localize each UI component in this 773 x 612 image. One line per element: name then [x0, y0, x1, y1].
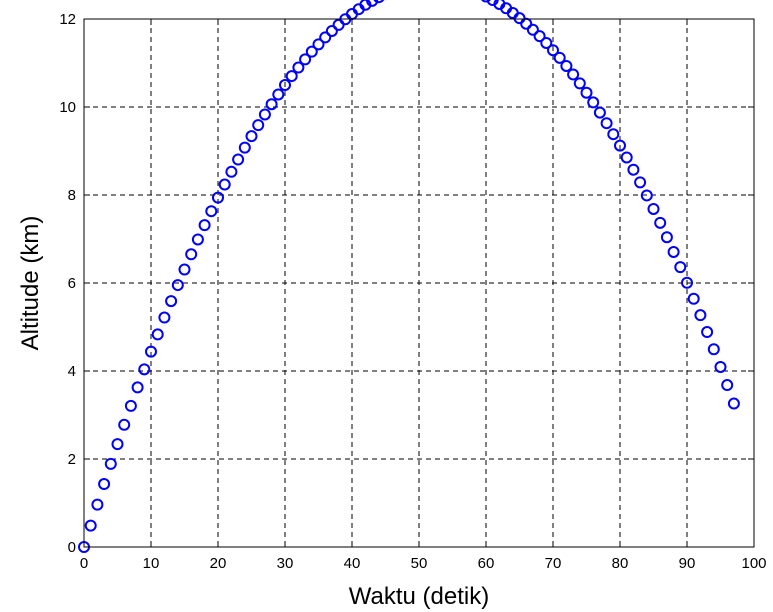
data-point: [252, 119, 265, 132]
y-tick-label: 0: [68, 539, 76, 556]
data-points: [78, 0, 740, 553]
data-point: [707, 343, 720, 356]
data-point: [727, 397, 740, 410]
data-point: [640, 189, 653, 202]
data-point: [118, 418, 131, 431]
data-point: [325, 24, 338, 37]
x-tick-label: 60: [478, 555, 495, 572]
data-point: [178, 263, 191, 276]
data-point: [104, 457, 117, 470]
data-point: [111, 438, 124, 451]
y-tick-labels: 0 2 4 6 8 10 12: [59, 11, 76, 556]
x-tick-label: 100: [741, 555, 766, 572]
data-point: [299, 53, 312, 66]
x-tick-label: 40: [344, 555, 361, 572]
data-point: [91, 498, 104, 511]
data-point: [654, 216, 667, 229]
data-point: [607, 128, 620, 141]
data-point: [667, 245, 680, 258]
data-point: [687, 292, 700, 305]
data-point: [526, 23, 539, 36]
data-point: [627, 163, 640, 176]
data-point: [145, 345, 157, 358]
data-point: [694, 309, 707, 322]
data-point: [547, 44, 559, 57]
data-point: [292, 61, 305, 74]
y-tick-label: 10: [59, 99, 76, 116]
data-point: [660, 231, 673, 244]
data-point: [721, 379, 734, 392]
x-tick-label: 50: [411, 555, 428, 572]
x-tick-label: 0: [80, 555, 88, 572]
data-point: [272, 88, 285, 101]
data-point: [593, 106, 606, 119]
y-tick-label: 2: [68, 451, 76, 468]
data-point: [701, 326, 714, 339]
y-tick-label: 6: [68, 275, 76, 292]
data-point: [614, 139, 626, 152]
data-point: [238, 141, 251, 154]
data-point: [205, 205, 218, 218]
axis-ticks: [83, 18, 755, 548]
data-point: [600, 117, 613, 130]
data-point: [681, 276, 693, 289]
x-tick-label: 80: [612, 555, 629, 572]
data-point: [553, 51, 566, 64]
x-tick-label: 20: [210, 555, 227, 572]
data-point: [533, 30, 546, 43]
data-point: [165, 295, 178, 308]
y-tick-label: 8: [68, 187, 76, 204]
data-point: [245, 130, 258, 143]
data-point: [540, 36, 553, 49]
y-tick-label: 12: [59, 11, 76, 28]
data-point: [158, 311, 171, 324]
data-point: [573, 77, 586, 90]
data-point: [674, 261, 687, 274]
data-point: [567, 68, 580, 81]
y-tick-label: 4: [68, 363, 76, 380]
data-point: [131, 381, 144, 394]
data-point: [580, 86, 593, 99]
data-point: [620, 151, 633, 164]
data-point: [171, 279, 184, 292]
data-point: [98, 478, 111, 491]
data-point: [185, 248, 198, 261]
x-tick-label: 10: [143, 555, 160, 572]
data-point: [647, 202, 660, 215]
x-tick-label: 30: [277, 555, 294, 572]
data-point: [198, 219, 211, 232]
data-point: [312, 38, 325, 51]
data-point: [151, 328, 164, 341]
data-point: [560, 59, 573, 72]
data-point: [138, 363, 151, 376]
data-point: [84, 519, 97, 532]
data-point: [225, 165, 238, 178]
data-point: [587, 96, 600, 109]
data-point: [124, 399, 137, 412]
data-point: [634, 176, 647, 189]
data-point: [285, 70, 298, 83]
x-tick-label: 90: [679, 555, 696, 572]
x-axis-title: Waktu (detik): [349, 583, 489, 610]
data-point: [279, 79, 291, 92]
y-axis-title: Altitude (km): [17, 216, 44, 351]
data-point: [481, 0, 491, 3]
data-point: [366, 0, 379, 7]
data-point: [232, 153, 245, 166]
data-point: [212, 191, 224, 204]
data-point: [305, 45, 318, 58]
data-point: [319, 31, 332, 44]
data-point: [373, 0, 385, 4]
data-point: [191, 233, 204, 246]
data-point: [258, 108, 271, 121]
data-point: [265, 98, 278, 111]
x-tick-label: 70: [545, 555, 562, 572]
x-tick-labels: 0 10 20 30 40 50 60 70 80 90 100: [80, 555, 767, 572]
data-point: [218, 178, 231, 191]
data-point: [714, 360, 727, 373]
